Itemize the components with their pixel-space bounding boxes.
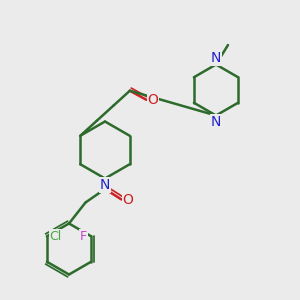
Text: O: O [148, 93, 158, 107]
Text: F: F [80, 230, 87, 243]
Text: N: N [100, 178, 110, 192]
Text: O: O [123, 193, 134, 206]
Text: N: N [211, 51, 221, 65]
Text: Cl: Cl [49, 230, 62, 243]
Text: N: N [211, 115, 221, 129]
